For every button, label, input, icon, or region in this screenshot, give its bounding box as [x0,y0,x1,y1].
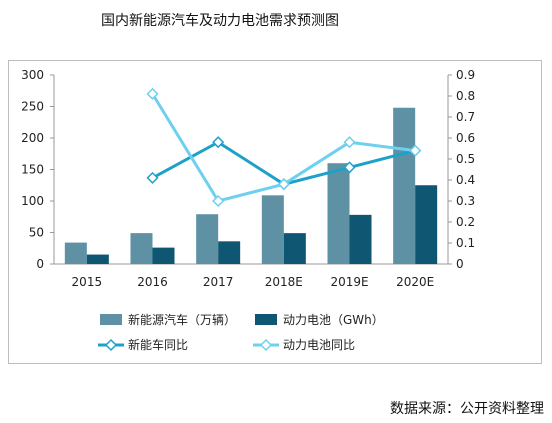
y-tick-label-right: 0.2 [456,215,475,229]
bar-ev-sales [64,242,87,264]
data-source: 数据来源：公开资料整理 [390,401,544,417]
line-ev-yoy-marker [146,171,159,184]
line-battery-yoy-marker [212,194,225,208]
y-tick-label-right: 0.9 [456,68,475,82]
x-tick-label: 2017 [203,275,234,289]
line-battery-yoy-marker [343,136,356,149]
y-tick-label-left: 50 [29,226,44,240]
y-tick-label-right: 0 [456,257,464,271]
line-battery-yoy-marker [277,178,290,191]
bar-battery-demand [415,185,438,264]
x-tick-label: 2016 [137,275,168,289]
line-battery-yoy-marker [146,87,159,100]
bar-battery-demand [283,233,306,264]
line-ev-yoy-marker [212,136,225,149]
legend-battery-demand-label: 动力电池（GWh） [283,313,384,327]
bar-ev-sales [393,107,416,264]
y-tick-label-right: 0.3 [456,194,475,208]
line-ev-yoy [151,140,416,186]
legend-battery-yoy-marker [259,338,273,352]
y-tick-label-right: 0.7 [456,110,475,124]
bar-battery-demand [349,214,372,264]
bar-ev-sales [196,214,219,264]
x-tick-label: 2020E [396,275,434,289]
y-tick-label-right: 0.1 [456,236,475,250]
bar-battery-demand [218,241,241,264]
legend-ev-sales-label: 新能源汽车（万辆） [128,312,236,327]
bar-battery-demand [86,254,109,264]
legend-ev-yoy-label: 新能车同比 [128,337,188,352]
y-tick-label-right: 0.6 [456,131,475,145]
line-battery-yoy-marker [409,144,422,157]
y-tick-label-right: 0.4 [456,173,475,187]
bar-ev-sales [327,163,350,264]
bar-battery-demand [152,247,175,264]
bar-ev-sales [261,195,284,264]
legend-ev-yoy-marker [104,338,118,352]
y-tick-label-left: 0 [36,257,44,271]
legend-battery-demand-swatch [255,314,277,325]
chart-title: 国内新能源汽车及动力电池需求预测图 [101,13,339,29]
y-tick-label-left: 200 [21,131,44,145]
y-tick-label-left: 300 [21,68,44,82]
x-tick-label: 2015 [72,275,103,289]
bar-ev-sales [130,233,153,264]
x-tick-label: 2018E [265,275,303,289]
legend-battery-yoy-label: 动力电池同比 [283,338,355,352]
legend-ev-sales-swatch [100,314,122,325]
line-ev-yoy-marker [343,161,356,174]
y-tick-label-left: 150 [21,163,44,177]
y-tick-label-right: 0.5 [456,152,475,166]
y-tick-label-left: 100 [21,194,44,208]
y-tick-label-right: 0.8 [456,89,475,103]
x-tick-label: 2019E [330,275,368,289]
y-tick-label-left: 250 [21,100,44,114]
